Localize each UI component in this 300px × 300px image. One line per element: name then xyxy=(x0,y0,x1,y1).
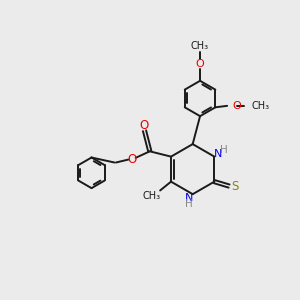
Text: CH₃: CH₃ xyxy=(191,41,209,51)
Text: O: O xyxy=(139,119,148,132)
Text: O: O xyxy=(196,59,204,69)
Text: CH₃: CH₃ xyxy=(143,191,161,201)
Text: H: H xyxy=(185,199,193,208)
Text: S: S xyxy=(231,181,239,194)
Text: CH₃: CH₃ xyxy=(252,101,270,111)
Text: O: O xyxy=(128,153,137,166)
Text: H: H xyxy=(220,145,228,155)
Text: N: N xyxy=(214,149,222,159)
Text: N: N xyxy=(185,193,193,203)
Text: O: O xyxy=(232,101,241,111)
